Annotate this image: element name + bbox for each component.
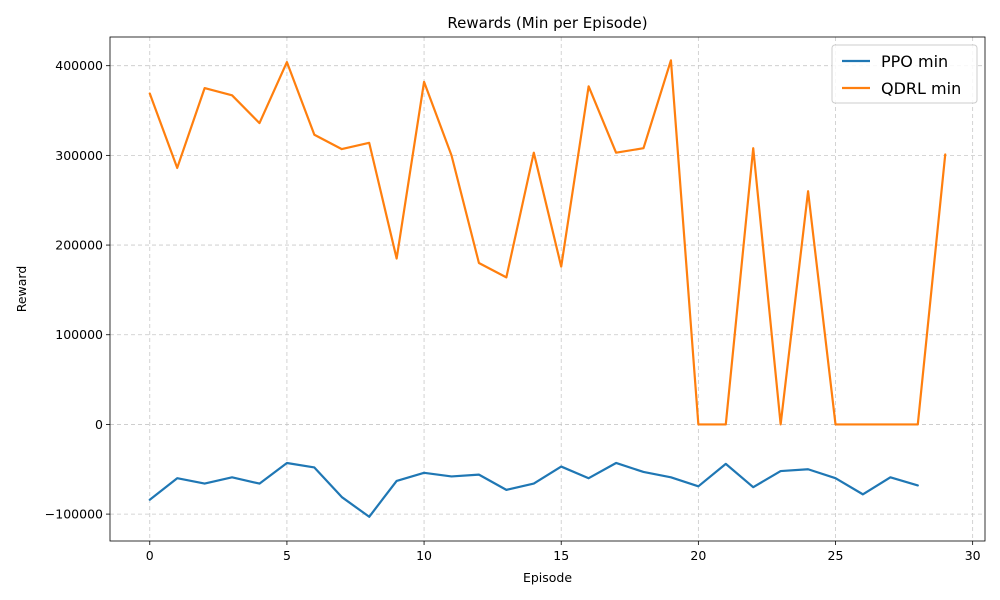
legend-label: QDRL min xyxy=(881,79,961,98)
series-lines xyxy=(148,59,947,518)
x-tick-label: 0 xyxy=(146,548,154,563)
x-tick-label: 20 xyxy=(690,548,706,563)
y-tick-label: −100000 xyxy=(45,507,103,522)
x-axis-label: Episode xyxy=(523,570,572,585)
plot-area-frame xyxy=(109,36,986,542)
y-tick-label: 100000 xyxy=(55,327,103,342)
x-tick-label: 10 xyxy=(416,548,432,563)
series-line-qdrl-min xyxy=(148,59,947,426)
y-axis-label: Reward xyxy=(14,266,29,313)
series-line-ppo-min xyxy=(148,461,919,518)
axis-ticks: 0 5 10 15 20 25 30 −100000 0 100000 200000 300000 40… xyxy=(45,58,981,563)
y-tick-label: 300000 xyxy=(55,148,103,163)
legend-label: PPO min xyxy=(881,52,948,71)
x-tick-label: 30 xyxy=(965,548,981,563)
x-tick-label: 5 xyxy=(283,548,291,563)
x-tick-label: 25 xyxy=(828,548,844,563)
y-tick-label: 200000 xyxy=(55,238,103,253)
grid xyxy=(110,37,985,541)
y-tick-label: 400000 xyxy=(55,58,103,73)
chart-title: Rewards (Min per Episode) xyxy=(447,14,647,32)
legend: PPO min QDRL min xyxy=(831,44,978,104)
y-tick-label: 0 xyxy=(95,417,103,432)
x-tick-label: 15 xyxy=(553,548,569,563)
